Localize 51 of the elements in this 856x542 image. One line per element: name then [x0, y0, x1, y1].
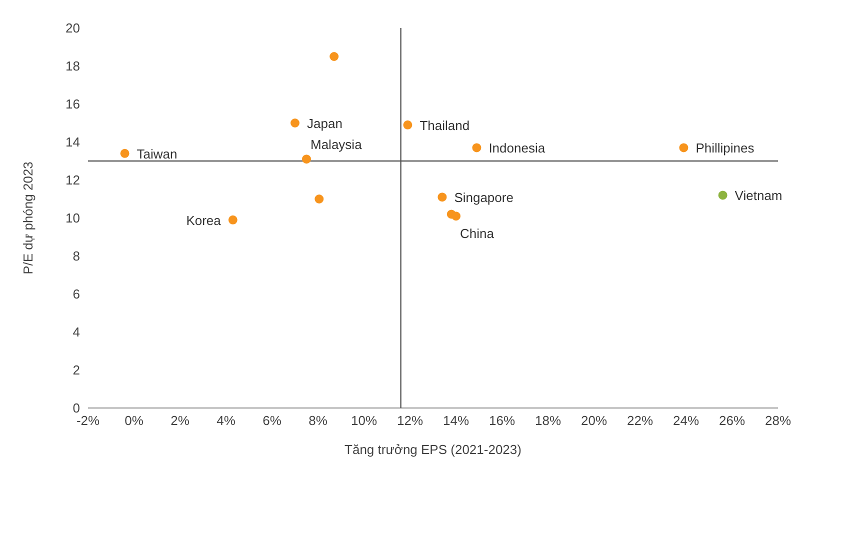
y-tick-label: 12 — [66, 172, 80, 188]
annotation: Vietnam — [734, 188, 782, 204]
x-tick-label: 16% — [488, 413, 516, 428]
x-tick-label: 8% — [308, 413, 328, 428]
y-axis-title: P/E dự phóng 2023 — [20, 162, 36, 274]
point — [452, 212, 460, 221]
x-tick-label: 12% — [396, 413, 424, 428]
point — [403, 120, 412, 130]
annotation: Malaysia — [310, 137, 363, 152]
point — [314, 194, 324, 204]
point — [679, 143, 688, 152]
point — [718, 190, 728, 200]
annotation: China — [460, 226, 495, 242]
y-tick-label: 14 — [66, 134, 80, 150]
point — [330, 52, 339, 61]
annotation: Indonesia — [488, 140, 546, 156]
x-tick-label: 28% — [764, 413, 792, 428]
x-tick-label: 26% — [718, 413, 746, 428]
y-tick-label: 16 — [66, 96, 80, 112]
y-tick-label: 20 — [66, 20, 80, 36]
x-axis-title: Tăng trưởng EPS (2021-2023) — [344, 442, 522, 457]
annotation: Japan — [307, 116, 342, 131]
point — [302, 154, 311, 164]
x-tick-label: 6% — [262, 413, 282, 428]
y-tick-label: 10 — [66, 210, 80, 226]
annotation: Thailand — [420, 118, 470, 133]
x-tick-label: 24% — [672, 413, 700, 428]
point — [472, 143, 482, 152]
y-tick-label: 18 — [66, 58, 80, 74]
y-tick-label: 6 — [72, 286, 80, 302]
x-tick-label: -2% — [76, 413, 100, 428]
y-tick-label: 4 — [72, 324, 80, 340]
point — [228, 215, 238, 224]
x-tick-label: 14% — [442, 413, 470, 428]
annotation: Taiwan — [136, 146, 178, 162]
y-tick-label: 2 — [72, 362, 80, 378]
annotation: Korea — [186, 212, 222, 228]
x-tick-label: 18% — [534, 413, 562, 428]
point — [290, 118, 300, 128]
x-tick-label: 20% — [580, 413, 608, 428]
x-tick-label: 2% — [170, 413, 190, 428]
point — [438, 192, 447, 202]
annotation: Singapore — [454, 190, 514, 206]
x-tick-label: 10% — [350, 413, 378, 428]
y-tick-label: 0 — [72, 400, 80, 416]
point — [120, 148, 130, 158]
x-tick-label: 4% — [216, 413, 236, 428]
y-tick-label: 8 — [72, 248, 80, 264]
annotation: Phillipines — [696, 140, 755, 156]
x-tick-label: 22% — [626, 413, 654, 428]
x-tick-label: 0% — [124, 413, 144, 428]
